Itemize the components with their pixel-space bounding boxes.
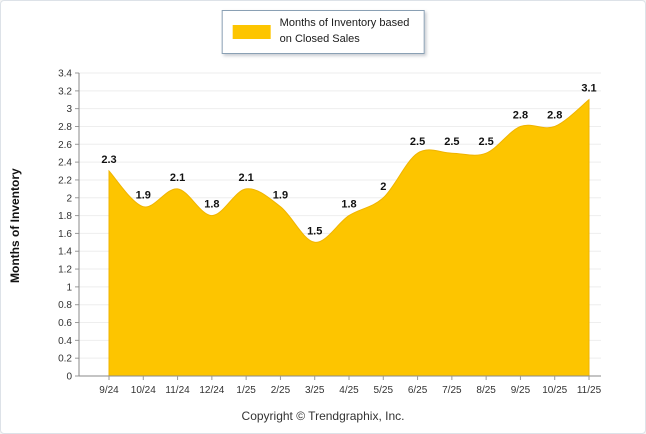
legend-swatch bbox=[232, 24, 271, 39]
svg-text:3.4: 3.4 bbox=[58, 69, 72, 80]
svg-text:11/24: 11/24 bbox=[165, 385, 190, 396]
svg-text:9/24: 9/24 bbox=[99, 385, 119, 396]
svg-text:0.4: 0.4 bbox=[58, 336, 72, 347]
legend-label: Months of Inventory based on Closed Sale… bbox=[280, 16, 410, 48]
svg-text:11/25: 11/25 bbox=[577, 385, 602, 396]
svg-text:2: 2 bbox=[380, 181, 386, 193]
svg-text:2/25: 2/25 bbox=[271, 385, 291, 396]
svg-text:2.6: 2.6 bbox=[58, 140, 72, 151]
svg-text:2.2: 2.2 bbox=[58, 175, 72, 186]
svg-text:0: 0 bbox=[66, 372, 72, 383]
svg-text:1.9: 1.9 bbox=[136, 190, 151, 202]
svg-text:12/24: 12/24 bbox=[199, 385, 224, 396]
svg-text:2.8: 2.8 bbox=[58, 122, 72, 133]
svg-text:1.8: 1.8 bbox=[204, 199, 219, 211]
svg-text:2.1: 2.1 bbox=[238, 172, 253, 184]
svg-text:1.8: 1.8 bbox=[341, 199, 356, 211]
svg-text:8/25: 8/25 bbox=[476, 385, 496, 396]
svg-text:1.6: 1.6 bbox=[58, 229, 72, 240]
svg-text:2.4: 2.4 bbox=[58, 158, 72, 169]
svg-text:2: 2 bbox=[66, 193, 72, 204]
legend-label-line2: on Closed Sales bbox=[279, 32, 360, 45]
svg-text:4/25: 4/25 bbox=[339, 385, 359, 396]
svg-text:0.6: 0.6 bbox=[58, 318, 72, 329]
svg-text:3/25: 3/25 bbox=[305, 385, 325, 396]
svg-text:2.5: 2.5 bbox=[478, 136, 493, 148]
svg-text:7/25: 7/25 bbox=[442, 385, 462, 396]
svg-text:10/25: 10/25 bbox=[542, 385, 567, 396]
svg-text:1.2: 1.2 bbox=[58, 265, 72, 276]
svg-text:3: 3 bbox=[66, 104, 72, 115]
svg-text:2.8: 2.8 bbox=[513, 109, 528, 121]
svg-text:5/25: 5/25 bbox=[374, 385, 394, 396]
legend-label-line1: Months of Inventory based bbox=[279, 17, 410, 29]
svg-text:2.5: 2.5 bbox=[410, 136, 425, 148]
svg-text:1.8: 1.8 bbox=[58, 211, 72, 222]
copyright-text: Copyright © Trendgraphix, Inc. bbox=[241, 409, 405, 423]
svg-text:1.4: 1.4 bbox=[58, 247, 72, 258]
svg-text:2.3: 2.3 bbox=[101, 154, 116, 166]
svg-text:2.1: 2.1 bbox=[170, 172, 185, 184]
svg-text:10/24: 10/24 bbox=[131, 385, 156, 396]
svg-text:1.5: 1.5 bbox=[307, 225, 322, 237]
svg-text:2.8: 2.8 bbox=[547, 109, 562, 121]
svg-text:0.8: 0.8 bbox=[58, 300, 72, 311]
svg-text:9/25: 9/25 bbox=[511, 385, 531, 396]
svg-text:6/25: 6/25 bbox=[408, 385, 428, 396]
svg-text:0.2: 0.2 bbox=[58, 354, 72, 365]
svg-text:3.2: 3.2 bbox=[58, 86, 72, 97]
svg-text:1/25: 1/25 bbox=[236, 385, 256, 396]
svg-text:1: 1 bbox=[66, 282, 72, 293]
svg-text:1.9: 1.9 bbox=[273, 190, 288, 202]
chart-legend: Months of Inventory based on Closed Sale… bbox=[221, 10, 425, 54]
svg-text:2.5: 2.5 bbox=[444, 136, 459, 148]
svg-text:3.1: 3.1 bbox=[581, 83, 596, 95]
